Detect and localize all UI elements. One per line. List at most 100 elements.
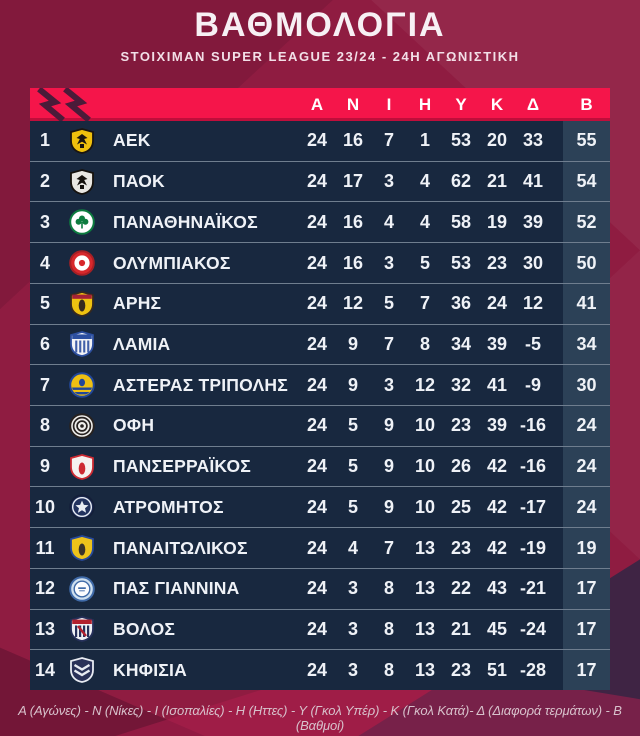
stat-value-Ν: 3 [347, 578, 358, 599]
stat-values: 24 9 7 8 34 39 -5 [299, 334, 551, 355]
stat-value-Η: 1 [419, 130, 430, 151]
stat-value-Α: 24 [306, 415, 328, 436]
team-name: ΑΣΤΕΡΑΣ ΤΡΙΠΟΛΗΣ [113, 374, 288, 395]
legend-text: Α (Αγώνες) - Ν (Νίκες) - Ι (Ισοπαλίες) -… [18, 703, 622, 733]
stat-value-Η: 4 [419, 211, 430, 232]
stat-value-Α: 24 [306, 374, 328, 395]
stat-value-Ν: 5 [347, 456, 358, 477]
stat-value-Κ: 42 [486, 456, 508, 477]
points-value: 17 [563, 609, 610, 650]
stat-value-Α: 24 [306, 659, 328, 680]
stat-value-Υ: 25 [450, 496, 472, 517]
stat-values: 24 12 5 7 36 24 12 [299, 293, 551, 314]
stat-value-Κ: 39 [486, 415, 508, 436]
team-logo-icon [60, 290, 104, 317]
stat-value-Ν: 3 [347, 618, 358, 639]
stat-value-Κ: 43 [486, 578, 508, 599]
stat-value-Α: 24 [306, 211, 328, 232]
table-row: 5 ΑΡΗΣ 24 12 5 7 36 24 12 41 [30, 283, 610, 325]
points-value: 17 [563, 568, 610, 609]
stat-value-Δ: -19 [519, 537, 546, 558]
stat-value-Κ: 19 [486, 211, 508, 232]
stat-value-Α: 24 [306, 252, 328, 273]
stat-value-Κ: 21 [486, 171, 508, 192]
stat-value-Δ: -5 [524, 333, 541, 354]
table-body: 1 ΑΕΚ 24 16 7 1 53 20 33 55 2 ΠΑΟΚ 24 17 3 4 62 21 41 54 3 ΠΑ… [30, 121, 610, 691]
stat-value-Υ: 53 [450, 130, 472, 151]
header-points-letter: Β [580, 94, 593, 114]
team-name: ΠΑΣ ΓΙΑΝΝΙΝΑ [113, 578, 240, 599]
zigzag-icon [37, 88, 91, 121]
stat-value-Ι: 9 [383, 496, 394, 517]
stat-values: 24 3 8 13 22 43 -21 [299, 578, 551, 599]
column-letter: Η [418, 94, 432, 114]
rank: 3 [39, 211, 50, 232]
table-row: 14 ΚΗΦΙΣΙΑ 24 3 8 13 23 51 -28 17 [30, 650, 610, 691]
table-row: 10 ΑΤΡΟΜΗΤΟΣ 24 5 9 10 25 42 -17 24 [30, 487, 610, 529]
stat-value-Ν: 5 [347, 496, 358, 517]
stat-value-Η: 7 [419, 293, 430, 314]
table-row: 7 ΑΣΤΕΡΑΣ ΤΡΙΠΟΛΗΣ 24 9 3 12 32 41 -9 30 [30, 365, 610, 407]
team-name: ΠΑΝΣΕΡΡΑΪΚΟΣ [113, 456, 251, 477]
table-row: 13 ΒΟΛΟΣ 24 3 8 13 21 45 -24 17 [30, 609, 610, 651]
stat-value-Ν: 16 [342, 130, 364, 151]
stat-value-Α: 24 [306, 130, 328, 151]
team-name: ΚΗΦΙΣΙΑ [113, 659, 187, 680]
stat-value-Η: 10 [414, 496, 436, 517]
table-row: 11 ΠΑΝΑΙΤΩΛΙΚΟΣ 24 4 7 13 23 42 -19 19 [30, 528, 610, 569]
team-logo-icon [60, 494, 104, 521]
points-value: 34 [563, 324, 610, 365]
page-subtitle: STOIXIMAN SUPER LEAGUE 23/24 - 24Η ΑΓΩΝΙ… [120, 49, 520, 64]
stat-value-Α: 24 [306, 171, 328, 192]
stat-value-Η: 13 [414, 578, 436, 599]
stat-values: 24 16 3 5 53 23 30 [299, 253, 551, 274]
stat-value-Κ: 51 [486, 659, 508, 680]
stat-value-Δ: -28 [519, 659, 546, 680]
stat-value-Δ: 30 [522, 252, 544, 273]
stat-value-Κ: 42 [486, 496, 508, 517]
stat-value-Κ: 23 [486, 252, 508, 273]
stat-value-Α: 24 [306, 496, 328, 517]
stat-value-Ι: 5 [383, 293, 394, 314]
stat-value-Υ: 23 [450, 415, 472, 436]
stat-values: 24 4 7 13 23 42 -19 [299, 538, 551, 559]
stat-value-Κ: 45 [486, 618, 508, 639]
stat-value-Δ: 12 [522, 293, 544, 314]
stat-value-Η: 13 [414, 537, 436, 558]
stat-value-Η: 10 [414, 415, 436, 436]
stat-values: 24 17 3 4 62 21 41 [299, 171, 551, 192]
stat-value-Δ: 41 [522, 171, 544, 192]
stat-value-Η: 5 [419, 252, 430, 273]
stat-value-Ι: 8 [383, 578, 394, 599]
team-logo-icon [60, 209, 104, 236]
stat-value-Υ: 21 [450, 618, 472, 639]
table-row: 9 ΠΑΝΣΕΡΡΑΪΚΟΣ 24 5 9 10 26 42 -16 24 [30, 446, 610, 488]
stat-value-Υ: 62 [450, 171, 472, 192]
stat-value-Κ: 42 [486, 537, 508, 558]
stat-value-Η: 13 [414, 618, 436, 639]
points-value: 41 [563, 283, 610, 324]
team-logo-icon [60, 657, 104, 684]
stat-value-Ν: 9 [347, 333, 358, 354]
stat-value-Κ: 41 [486, 374, 508, 395]
stat-value-Υ: 32 [450, 374, 472, 395]
stat-value-Ι: 7 [383, 537, 394, 558]
points-value: 54 [563, 161, 610, 202]
stat-values: 24 16 4 4 58 19 39 [299, 212, 551, 233]
team-name: ΟΦΗ [113, 415, 155, 436]
stat-value-Υ: 23 [450, 537, 472, 558]
stat-value-Ν: 17 [342, 171, 364, 192]
stat-value-Υ: 34 [450, 333, 472, 354]
stat-values: 24 3 8 13 21 45 -24 [299, 619, 551, 640]
column-letter: Δ [526, 94, 540, 114]
table-row: 6 ΛΑΜΙΑ 24 9 7 8 34 39 -5 34 [30, 324, 610, 366]
team-logo-icon [60, 453, 104, 480]
stat-values: 24 16 7 1 53 20 33 [299, 130, 551, 151]
stat-value-Η: 4 [419, 171, 430, 192]
table-row: 1 ΑΕΚ 24 16 7 1 53 20 33 55 [30, 121, 610, 162]
stat-value-Α: 24 [306, 456, 328, 477]
column-letter: Κ [490, 94, 504, 114]
team-logo-icon [60, 168, 104, 195]
